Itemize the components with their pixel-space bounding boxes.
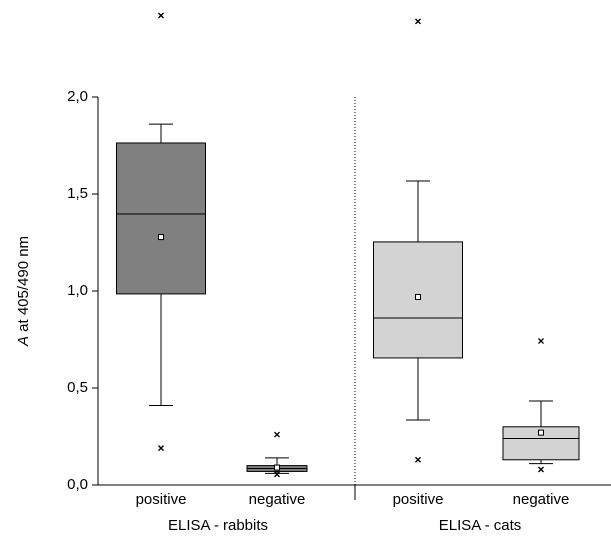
- x-tick-label: negative: [513, 491, 570, 508]
- mean: [415, 294, 421, 301]
- x-tick-label: positive: [136, 491, 187, 508]
- group-label: ELISA - rabbits: [168, 517, 268, 534]
- outlier: [158, 445, 164, 452]
- outlier: [274, 431, 280, 438]
- box: [116, 142, 206, 295]
- y-tick-label: 0,5: [67, 379, 88, 396]
- x-tick-label: positive: [393, 491, 444, 508]
- group-label: ELISA - cats: [439, 517, 522, 534]
- y-tick-label: 0,0: [67, 476, 88, 493]
- outlier: [274, 471, 280, 478]
- outlier: [538, 338, 544, 345]
- y-tick-label: 2,0: [67, 88, 88, 105]
- y-axis-title: A at 405/490 nm: [15, 236, 32, 347]
- y-axis-var: A: [15, 336, 32, 347]
- outlier: [158, 12, 164, 19]
- outlier: [415, 18, 421, 25]
- mean: [158, 234, 164, 241]
- y-tick-label: 1,5: [67, 185, 88, 202]
- y-tick-label: 1,0: [67, 282, 88, 299]
- x-tick-label: negative: [249, 491, 306, 508]
- outlier: [538, 466, 544, 473]
- y-axis-label: at 405/490 nm: [15, 236, 32, 332]
- mean: [538, 429, 544, 436]
- mean: [274, 464, 280, 471]
- outlier: [415, 456, 421, 463]
